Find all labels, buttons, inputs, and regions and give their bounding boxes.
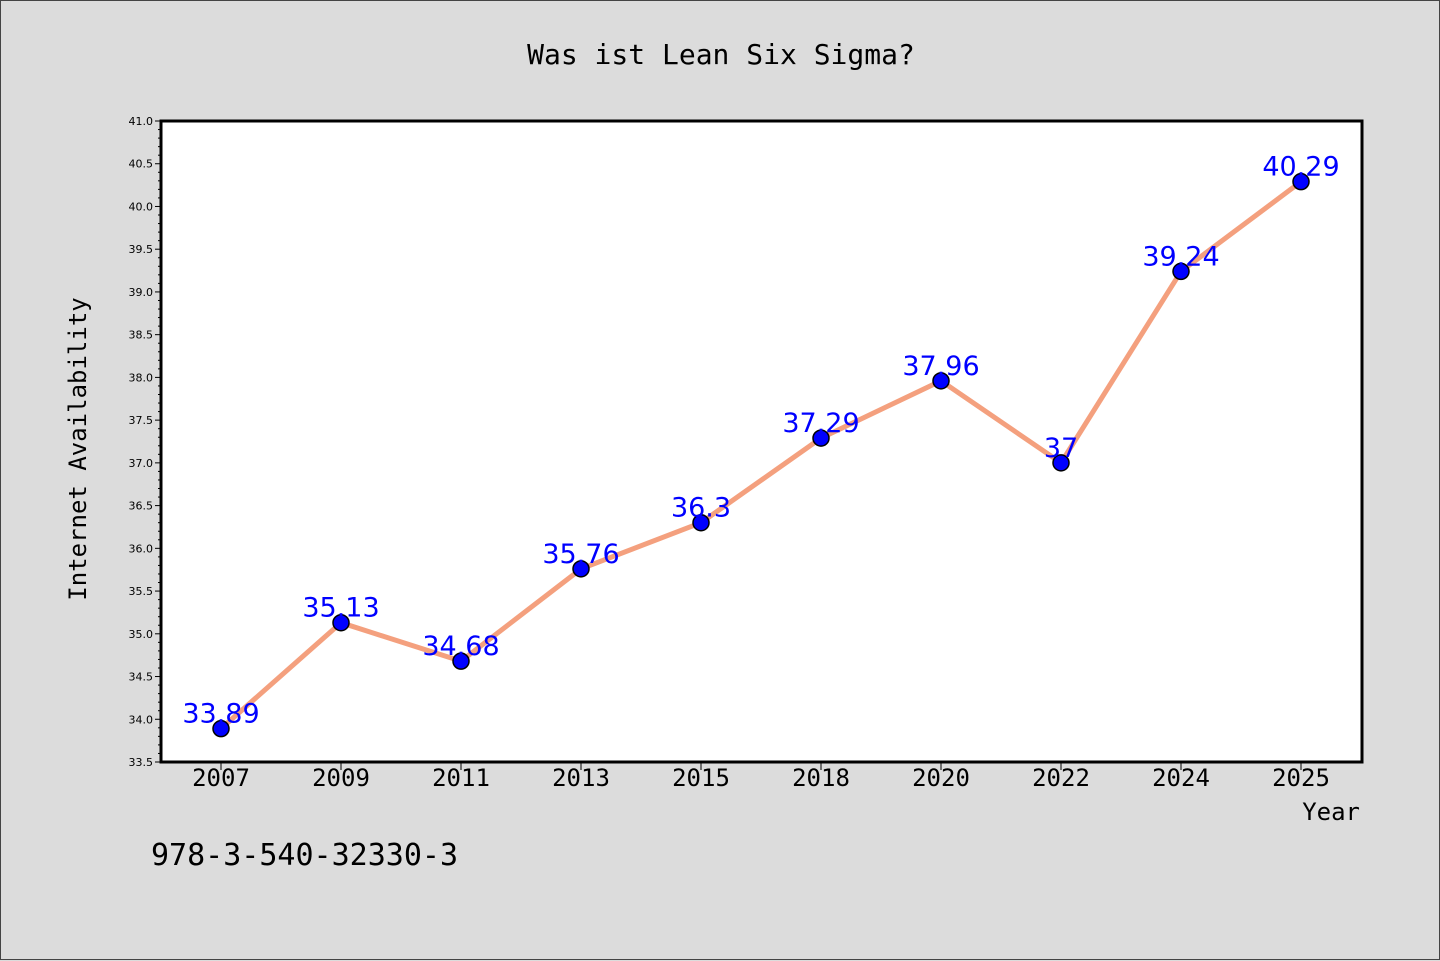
y-axis-label: Internet Availability bbox=[64, 297, 92, 600]
data-point bbox=[572, 560, 590, 578]
y-tick-label: 33.5 bbox=[129, 756, 154, 769]
x-tick-label: 2022 bbox=[1032, 764, 1090, 792]
y-tick-label: 39.0 bbox=[129, 286, 154, 299]
x-tick-label: 2013 bbox=[552, 764, 610, 792]
data-point bbox=[812, 429, 830, 447]
marker-group bbox=[212, 172, 1310, 738]
y-axis: 33.5 34.0 34.5 35.0 35.5 36.0 36.5 37.0 37.5 38.0… bbox=[129, 115, 161, 769]
x-tick-label: 2009 bbox=[312, 764, 370, 792]
data-label: 37.96 bbox=[902, 351, 979, 382]
data-point bbox=[932, 372, 950, 390]
x-tick-label: 2015 bbox=[672, 764, 730, 792]
y-tick-label: 34.5 bbox=[129, 671, 154, 684]
y-tick-label: 39.5 bbox=[129, 243, 154, 256]
y-tick-label: 37.5 bbox=[129, 414, 154, 427]
data-label: 37 bbox=[1044, 433, 1078, 464]
y-tick-label: 35.5 bbox=[129, 585, 154, 598]
y-tick-label: 38.0 bbox=[129, 371, 154, 384]
data-point bbox=[1052, 454, 1070, 472]
x-tick-label: 2020 bbox=[912, 764, 970, 792]
x-tick-label: 2018 bbox=[792, 764, 850, 792]
data-point bbox=[212, 719, 230, 738]
data-label: 37.29 bbox=[782, 408, 859, 439]
x-tick-label: 2007 bbox=[192, 764, 250, 792]
data-label: 34.68 bbox=[422, 631, 499, 662]
x-tick-label: 2024 bbox=[1152, 764, 1210, 792]
x-axis: 2007 2009 2011 2013 2015 2018 2020 2022 2024 2025 bbox=[192, 762, 1330, 792]
series-line bbox=[219, 179, 1303, 731]
data-label: 35.76 bbox=[542, 539, 619, 570]
data-point bbox=[332, 613, 350, 632]
series-line-group bbox=[219, 179, 1303, 731]
y-tick-label: 38.5 bbox=[129, 329, 154, 342]
data-point bbox=[452, 652, 470, 670]
footer-isbn: 978-3-540-32330-3 bbox=[151, 838, 458, 873]
y-tick-label: 34.0 bbox=[129, 713, 154, 726]
y-tick-label: 40.5 bbox=[129, 158, 154, 171]
plot-area bbox=[159, 119, 1364, 764]
chart-title: Was ist Lean Six Sigma? bbox=[527, 38, 915, 71]
data-label: 40.29 bbox=[1262, 152, 1339, 183]
y-tick-label: 37.0 bbox=[129, 457, 154, 470]
data-label-group: 33.89 35.13 34.68 35.76 36.3 37.29 37.96 37 39.2… bbox=[182, 152, 1339, 730]
data-point bbox=[1172, 262, 1190, 281]
data-label: 33.89 bbox=[182, 699, 259, 730]
y-tick-label: 41.0 bbox=[129, 115, 154, 128]
data-label: 36.3 bbox=[671, 493, 731, 524]
x-axis-label: Year bbox=[1302, 798, 1360, 826]
data-label: 35.13 bbox=[302, 593, 379, 624]
y-tick-label: 36.0 bbox=[129, 542, 154, 555]
y-tick-label: 40.0 bbox=[129, 200, 154, 213]
x-tick-label: 2025 bbox=[1272, 764, 1330, 792]
y-tick-label: 35.0 bbox=[129, 628, 154, 641]
data-label: 39.24 bbox=[1142, 241, 1219, 272]
data-point bbox=[1292, 172, 1310, 191]
x-tick-label: 2011 bbox=[432, 764, 490, 792]
y-tick-label: 36.5 bbox=[129, 500, 154, 513]
data-point bbox=[692, 513, 710, 532]
